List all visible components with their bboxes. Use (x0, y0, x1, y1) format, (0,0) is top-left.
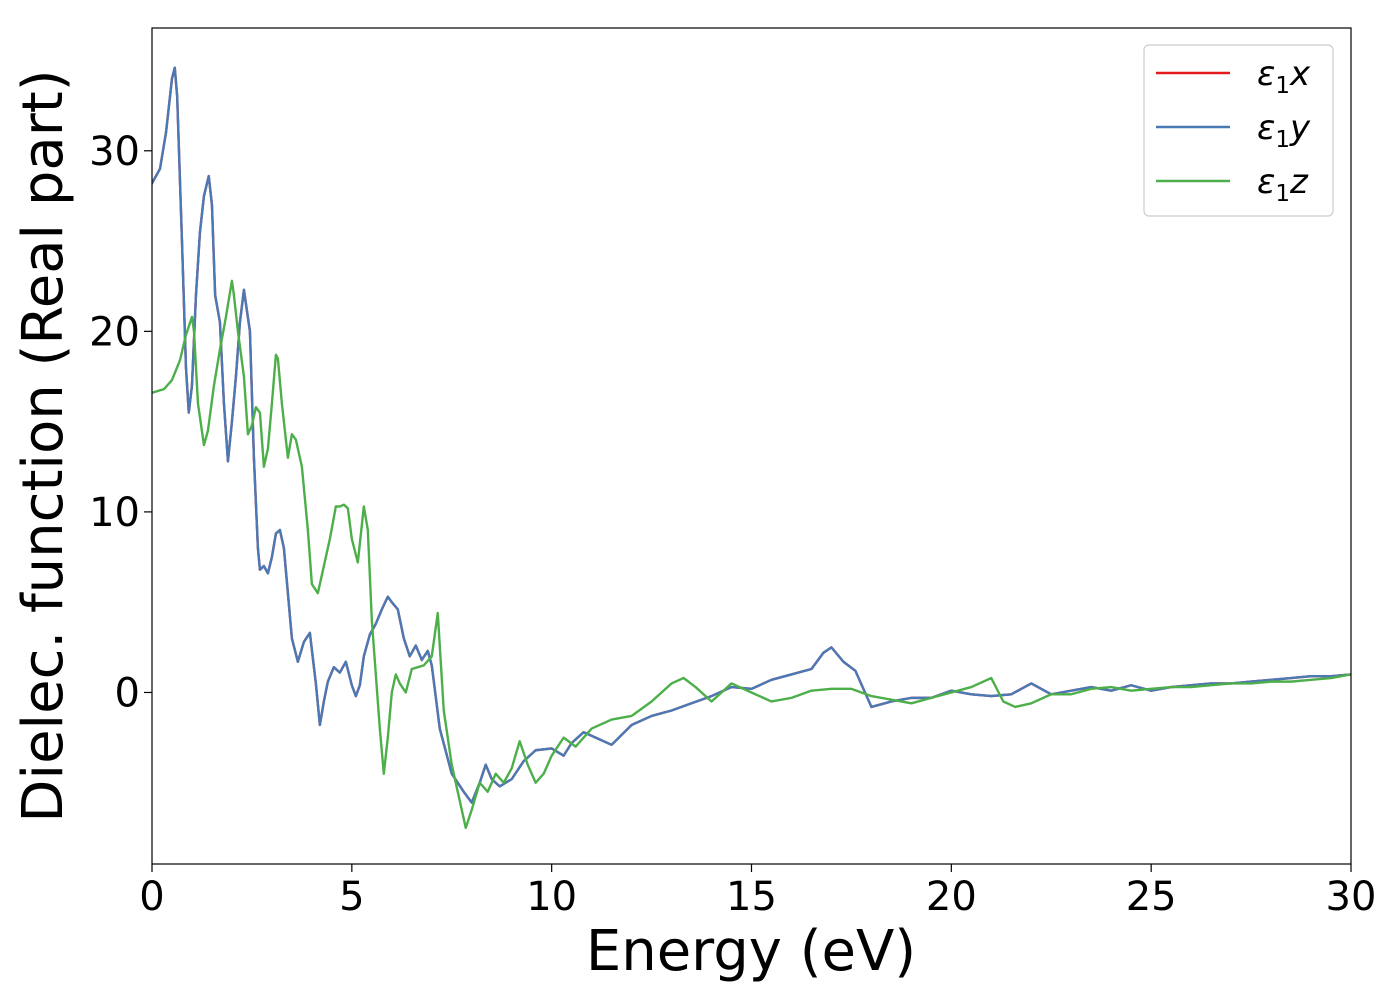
legend-label-symbol: ε (1257, 108, 1275, 148)
x-tick-label: 20 (926, 874, 977, 920)
legend-label-component: z (1289, 162, 1309, 202)
legend-label-subscript: 1 (1275, 127, 1290, 153)
x-tick-label: 30 (1326, 874, 1377, 920)
y-tick-label: 30 (89, 129, 140, 175)
legend-label-subscript: 1 (1275, 181, 1290, 207)
x-axis-label: Energy (eV) (586, 919, 916, 984)
y-axis-label: Dielec. function (Real part) (11, 69, 76, 822)
x-axis-ticks: 0 5 10 15 20 25 30 (139, 864, 1376, 920)
legend-label-subscript: 1 (1275, 73, 1290, 99)
plot-area (152, 66, 1351, 830)
x-tick-label: 10 (526, 874, 577, 920)
y-tick-label: 20 (89, 309, 140, 355)
x-tick-label: 5 (339, 874, 364, 920)
y-axis-ticks: 0 10 20 30 (89, 129, 152, 716)
legend-box (1143, 44, 1334, 217)
legend-label-component: y (1289, 108, 1311, 148)
legend-label-symbol: ε (1257, 54, 1275, 94)
plot-frame (151, 27, 1352, 865)
x-tick-label: 0 (139, 874, 164, 920)
legend-label-symbol: ε (1257, 162, 1275, 202)
series-line-y (152, 66, 1351, 804)
y-tick-label: 10 (89, 490, 140, 536)
x-tick-label: 15 (726, 874, 777, 920)
legend-label-y: ε1y (1257, 108, 1311, 153)
series-line-z (152, 279, 1351, 830)
legend-label-x: ε1x (1257, 54, 1311, 99)
legend-label-z: ε1z (1257, 162, 1309, 207)
legend-label-component: x (1289, 54, 1311, 94)
y-tick-label: 0 (115, 670, 140, 716)
x-tick-label: 25 (1126, 874, 1177, 920)
